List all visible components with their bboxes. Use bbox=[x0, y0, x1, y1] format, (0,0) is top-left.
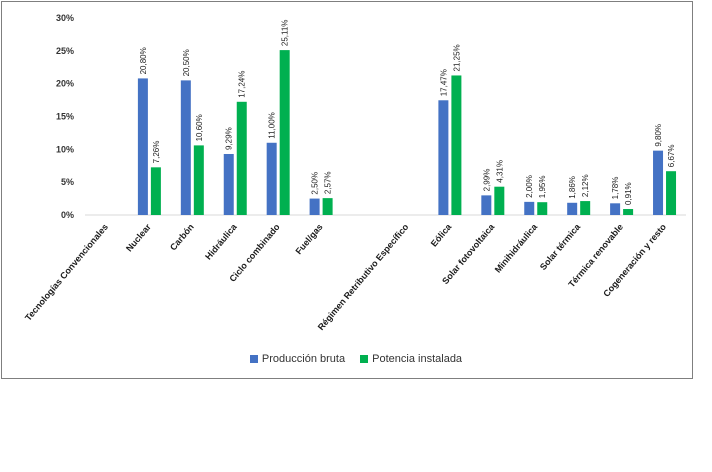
data-label: 4,31% bbox=[495, 160, 504, 183]
bar bbox=[309, 198, 320, 215]
data-label: 17,24% bbox=[238, 71, 247, 98]
category-label: Régimen Retributivo Específico bbox=[316, 221, 411, 332]
category-label: Fuel/gas bbox=[294, 222, 325, 256]
data-label: 25,11% bbox=[281, 20, 290, 47]
chart-frame bbox=[1, 1, 693, 379]
category-label: Tecnologías Convencionales bbox=[23, 222, 110, 323]
category-label: Nuclear bbox=[124, 221, 153, 253]
data-label: 6,67% bbox=[667, 145, 676, 168]
category-label: Minihidráulica bbox=[493, 221, 540, 275]
data-label: 9,80% bbox=[654, 124, 663, 147]
data-label: 9,29% bbox=[225, 127, 234, 150]
legend-item-potencia: Potencia instalada bbox=[360, 353, 462, 365]
y-tick-label: 20% bbox=[56, 79, 74, 89]
category-label: Carbón bbox=[168, 222, 196, 253]
legend-swatch-potencia bbox=[360, 355, 369, 363]
y-tick-label: 0% bbox=[61, 210, 74, 220]
legend-swatch-produccion bbox=[249, 355, 258, 363]
category-label: Hidráulica bbox=[203, 221, 239, 262]
y-tick-label: 5% bbox=[61, 177, 74, 187]
data-label: 2,12% bbox=[581, 174, 590, 197]
data-label: 10,60% bbox=[195, 114, 204, 141]
bar bbox=[524, 201, 535, 215]
bar bbox=[180, 80, 191, 215]
bar bbox=[623, 209, 634, 215]
bar bbox=[537, 202, 548, 215]
legend-label-potencia: Potencia instalada bbox=[372, 353, 463, 365]
data-label: 11,00% bbox=[268, 112, 277, 139]
data-label: 20,80% bbox=[139, 47, 148, 74]
data-label: 0,91% bbox=[624, 182, 633, 205]
y-tick-label: 30% bbox=[56, 13, 74, 23]
bar bbox=[266, 142, 277, 215]
data-label: 2,50% bbox=[311, 172, 320, 195]
bar bbox=[481, 195, 492, 215]
bar bbox=[438, 100, 449, 215]
data-label: 21,25% bbox=[452, 44, 461, 71]
bar bbox=[193, 145, 204, 215]
y-tick-label: 15% bbox=[56, 112, 74, 122]
legend-item-produccion: Producción bruta bbox=[249, 353, 346, 365]
y-tick-label: 10% bbox=[56, 144, 74, 154]
bar bbox=[236, 101, 247, 215]
y-tick-label: 25% bbox=[56, 46, 74, 56]
legend-label-produccion: Producción bruta bbox=[261, 353, 346, 365]
bar bbox=[653, 150, 664, 215]
bar bbox=[451, 75, 462, 215]
bar bbox=[666, 171, 677, 215]
bar bbox=[494, 186, 505, 215]
data-label: 2,00% bbox=[525, 175, 534, 198]
category-label: Eólica bbox=[429, 221, 454, 248]
bar bbox=[610, 203, 621, 215]
bar bbox=[580, 201, 591, 215]
bar bbox=[223, 153, 234, 215]
data-label: 20,50% bbox=[182, 49, 191, 76]
data-label: 1,86% bbox=[568, 176, 577, 199]
bar bbox=[322, 198, 333, 215]
data-label: 7,26% bbox=[152, 141, 161, 164]
bar bbox=[279, 50, 290, 216]
legend: Producción bruta Potencia instalada bbox=[0, 353, 712, 366]
data-label: 1,78% bbox=[611, 177, 620, 200]
data-label: 2,99% bbox=[482, 169, 491, 192]
data-label: 2,57% bbox=[324, 171, 333, 194]
data-label: 17,47% bbox=[439, 69, 448, 96]
bar bbox=[567, 202, 578, 215]
data-label: 1,95% bbox=[538, 176, 547, 199]
category-label: Solar térmica bbox=[538, 221, 583, 272]
bar bbox=[137, 78, 148, 215]
bar bbox=[150, 167, 161, 215]
